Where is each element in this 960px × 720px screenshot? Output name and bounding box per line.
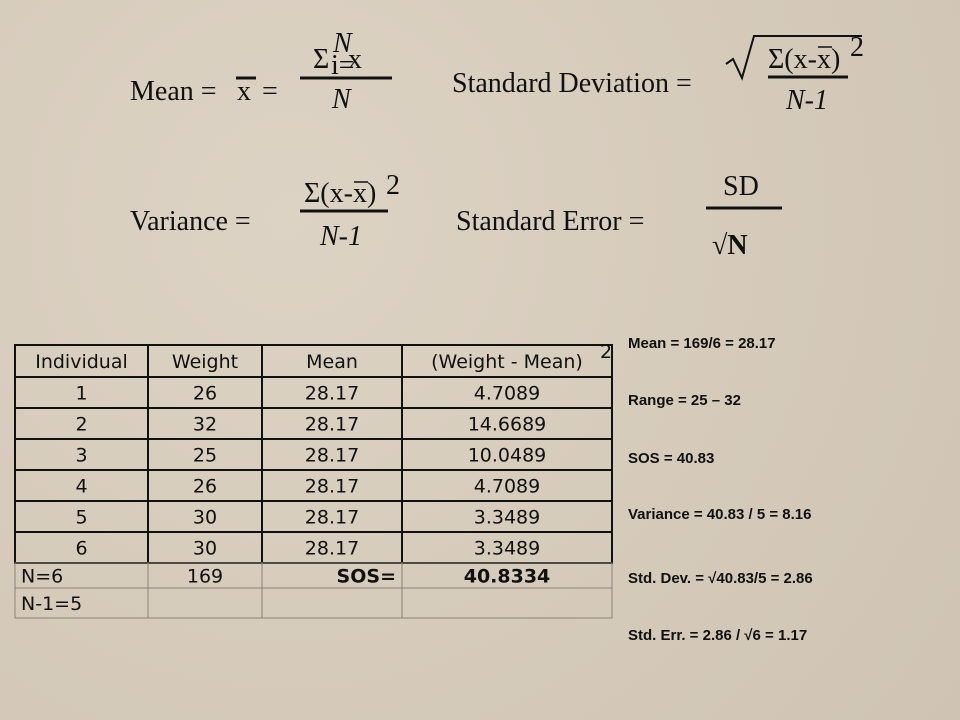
table-cell: 25 <box>193 445 217 467</box>
power: 2 <box>850 32 864 63</box>
table-cell: Mean <box>306 351 358 373</box>
header-power: 2 <box>600 341 612 363</box>
note: Std. Dev. = √40.83/5 = 2.86 <box>628 570 813 587</box>
table-cell: N-1=5 <box>21 593 82 615</box>
radical <box>725 35 862 81</box>
table-cell: 26 <box>193 383 217 405</box>
denominator: N-1 <box>319 221 362 252</box>
table-cell: 40.8334 <box>464 566 551 588</box>
variance-formula: Variance = Σ(x-x) 2 N-1 <box>130 170 400 252</box>
x-bar: x <box>817 44 831 75</box>
table-cell: (Weight - Mean) <box>431 351 583 373</box>
table-cell: 1 <box>75 383 87 405</box>
denominator: N-1 <box>785 85 828 116</box>
sigma: Σ <box>313 44 329 75</box>
table-row <box>14 587 613 619</box>
numerator: Σ(x-x) <box>768 44 840 75</box>
numerator-end: ) <box>367 178 376 209</box>
table-cell: 5 <box>75 507 87 529</box>
note: Range = 25 – 32 <box>628 392 741 409</box>
mean-formula: Mean = x = Σ N i= x N <box>130 28 392 115</box>
numerator-end: ) <box>831 44 840 75</box>
note: Std. Err. = 2.86 / √6 = 1.17 <box>628 627 807 644</box>
table-cell: 3.3489 <box>474 507 540 529</box>
table-cell: Individual <box>35 351 128 373</box>
lower-limit: i= <box>331 50 355 81</box>
table-cell: 4.7089 <box>474 383 540 405</box>
term: x <box>348 44 362 75</box>
formula-label: Standard Deviation = <box>452 68 692 99</box>
formula-label: Mean = <box>130 76 217 107</box>
denominator: N <box>331 84 352 115</box>
table-cell: SOS= <box>337 566 396 588</box>
note: SOS = 40.83 <box>628 450 714 467</box>
table-cell: 2 <box>75 414 87 436</box>
table-cell: 10.0489 <box>468 445 547 467</box>
table-cell: 28.17 <box>305 414 359 436</box>
calculation-notes: Mean = 169/6 = 28.17 Range = 25 – 32 SOS =… <box>628 335 813 644</box>
table-cell: 28.17 <box>305 383 359 405</box>
table-cell: 3 <box>75 445 87 467</box>
table-cell: 28.17 <box>305 538 359 560</box>
table-cell: 30 <box>193 507 217 529</box>
table-cell: 6 <box>75 538 87 560</box>
numerator-start: Σ(x- <box>768 44 817 75</box>
numerator: Σ(x-x) <box>304 178 376 209</box>
table-cell: 28.17 <box>305 507 359 529</box>
table-cell: 28.17 <box>305 476 359 498</box>
x-bar: x <box>353 178 367 209</box>
upper-limit: N <box>332 28 353 59</box>
denominator: √N <box>712 230 748 261</box>
sd-formula: Standard Deviation = Σ(x-x) 2 N-1 <box>452 32 864 116</box>
formula-label: Variance = <box>130 206 251 237</box>
equals: = <box>262 76 278 107</box>
formula-label: Standard Error = <box>456 206 644 237</box>
numerator: SD <box>723 171 759 202</box>
table-cell: 4 <box>75 476 87 498</box>
table-cell: 32 <box>193 414 217 436</box>
note: Mean = 169/6 = 28.17 <box>628 335 776 352</box>
table-cell: 28.17 <box>305 445 359 467</box>
note: Variance = 40.83 / 5 = 8.16 <box>628 506 811 523</box>
table-cell: 4.7089 <box>474 476 540 498</box>
table-cell: 3.3489 <box>474 538 540 560</box>
table-cell: 26 <box>193 476 217 498</box>
data-table: Individual Weight Mean (Weight - Mean) 21 26 2… <box>14 341 613 619</box>
table-cell: 30 <box>193 538 217 560</box>
power: 2 <box>386 170 400 201</box>
x-bar: x <box>237 76 251 107</box>
table-cell: 169 <box>187 566 223 588</box>
table-cell: N=6 <box>21 566 63 588</box>
table-cell: 14.6689 <box>468 414 547 436</box>
se-formula: Standard Error = SD √N <box>456 171 782 261</box>
table-cell: Weight <box>172 351 238 373</box>
numerator-start: Σ(x- <box>304 178 353 209</box>
